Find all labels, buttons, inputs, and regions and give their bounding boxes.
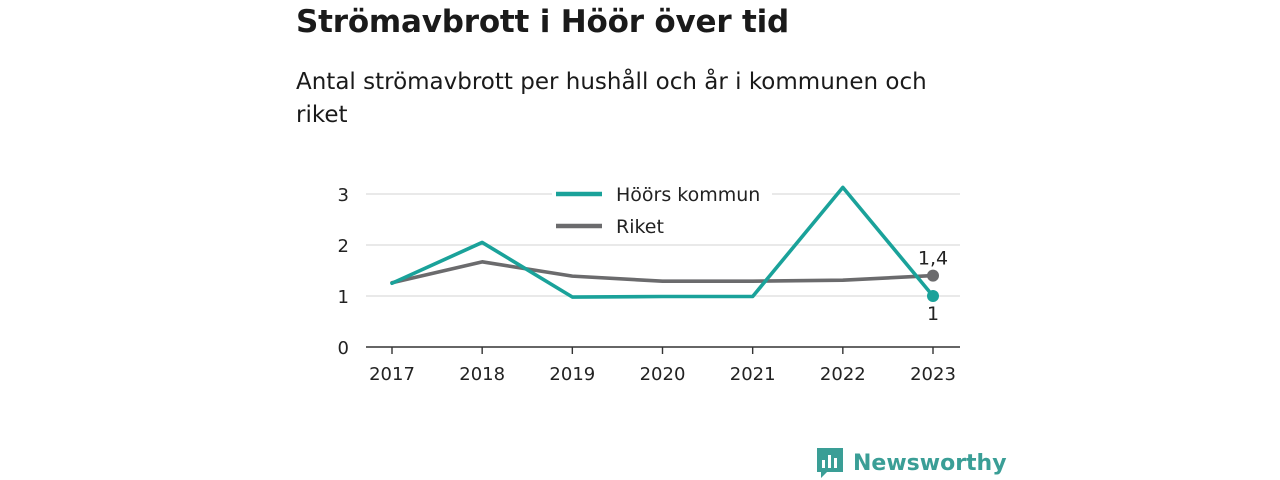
x-tick-label: 2023 [910, 364, 956, 385]
x-tick-label: 2021 [730, 364, 776, 385]
series-endpoint-h-rs-kommun [927, 290, 939, 302]
y-tick-label: 3 [338, 185, 349, 206]
end-label-riket: 1,4 [918, 248, 948, 270]
y-tick-label: 2 [338, 236, 349, 257]
end-labels: 1,41 [918, 248, 948, 325]
end-label-h-rs-kommun: 1 [927, 303, 939, 325]
chart-title: Strömavbrott i Höör över tid [296, 4, 790, 40]
x-tick-label: 2022 [820, 364, 866, 385]
legend-label: Riket [616, 216, 664, 238]
series-line-riket [390, 260, 935, 285]
series-line-h-rs-kommun [390, 185, 935, 299]
legend-label: Höörs kommun [616, 184, 760, 206]
chart-subtitle: Antal strömavbrott per hushåll och år i … [296, 69, 927, 128]
y-tick-label: 0 [338, 338, 349, 359]
brand-name: Newsworthy [853, 450, 1007, 476]
brand-logo: Newsworthy [815, 446, 1007, 480]
x-tick-label: 2019 [549, 364, 595, 385]
x-tick-label: 2018 [459, 364, 505, 385]
y-tick-label: 1 [338, 287, 349, 308]
legend: Höörs kommun Riket [552, 178, 772, 242]
y-axis-ticks: 0 1 2 3 [338, 185, 349, 359]
line-chart: 0 1 2 3 2017 2018 2019 2020 2021 2022 2023 Höörs … [337, 178, 960, 385]
x-tick-label: 2020 [640, 364, 686, 385]
x-axis: 2017 2018 2019 2020 2021 2022 2023 [366, 346, 960, 385]
series-endpoint-riket [927, 269, 939, 282]
bar-chart-bubble-icon [817, 448, 843, 478]
legend-background [552, 178, 772, 242]
x-tick-label: 2017 [369, 364, 415, 385]
series-lines [390, 185, 939, 302]
